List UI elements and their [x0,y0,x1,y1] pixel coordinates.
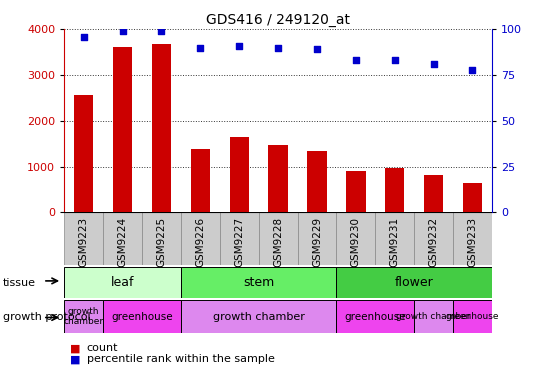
Text: flower: flower [395,276,434,289]
Bar [463,183,482,212]
Text: GSM9233: GSM9233 [467,217,477,267]
Point [235,43,244,49]
Text: greenhouse: greenhouse [344,311,406,322]
Point [157,28,166,34]
Bar [307,152,326,212]
Bar [181,300,337,333]
Bar [337,300,414,333]
Bar [453,212,492,265]
Bar [414,300,453,333]
Text: growth
chamber: growth chamber [64,307,104,326]
Bar [453,300,492,333]
Text: tissue: tissue [3,278,36,288]
Bar [64,300,103,333]
Text: greenhouse: greenhouse [111,311,173,322]
Text: GSM9224: GSM9224 [117,217,127,267]
Text: growth chamber: growth chamber [396,312,471,321]
Text: GSM9223: GSM9223 [79,217,89,267]
Text: growth protocol: growth protocol [3,311,91,322]
Bar [151,44,171,212]
Bar [414,212,453,265]
Text: count: count [87,343,118,354]
Text: percentile rank within the sample: percentile rank within the sample [87,354,274,365]
Point [118,28,127,34]
Text: GSM9229: GSM9229 [312,217,322,267]
Bar [103,300,181,333]
Bar [337,267,492,298]
Bar [385,168,405,212]
Point [390,57,399,63]
Bar [259,212,297,265]
Text: GSM9232: GSM9232 [429,217,439,267]
Text: growth chamber: growth chamber [213,311,305,322]
Bar [74,95,93,212]
Bar [181,267,337,298]
Bar [230,137,249,212]
Title: GDS416 / 249120_at: GDS416 / 249120_at [206,13,350,27]
Text: ■: ■ [70,343,80,354]
Point [352,57,361,63]
Bar [375,212,414,265]
Bar [181,212,220,265]
Bar [268,145,288,212]
Text: GSM9228: GSM9228 [273,217,283,267]
Text: GSM9226: GSM9226 [195,217,205,267]
Bar [113,47,132,212]
Text: GSM9225: GSM9225 [157,217,167,267]
Text: ■: ■ [70,354,80,365]
Bar [191,149,210,212]
Bar [64,267,181,298]
Bar [337,212,375,265]
Bar [220,212,259,265]
Bar [297,212,337,265]
Bar [103,212,142,265]
Bar [142,212,181,265]
Point [429,61,438,67]
Bar [64,212,103,265]
Text: stem: stem [243,276,274,289]
Text: leaf: leaf [111,276,134,289]
Text: GSM9227: GSM9227 [234,217,244,267]
Bar [424,175,443,212]
Bar [346,171,366,212]
Text: GSM9230: GSM9230 [351,217,361,266]
Point [79,34,88,40]
Text: GSM9231: GSM9231 [390,217,400,267]
Point [273,45,282,51]
Text: greenhouse: greenhouse [446,312,499,321]
Point [468,67,477,72]
Point [196,45,205,51]
Point [312,46,321,52]
